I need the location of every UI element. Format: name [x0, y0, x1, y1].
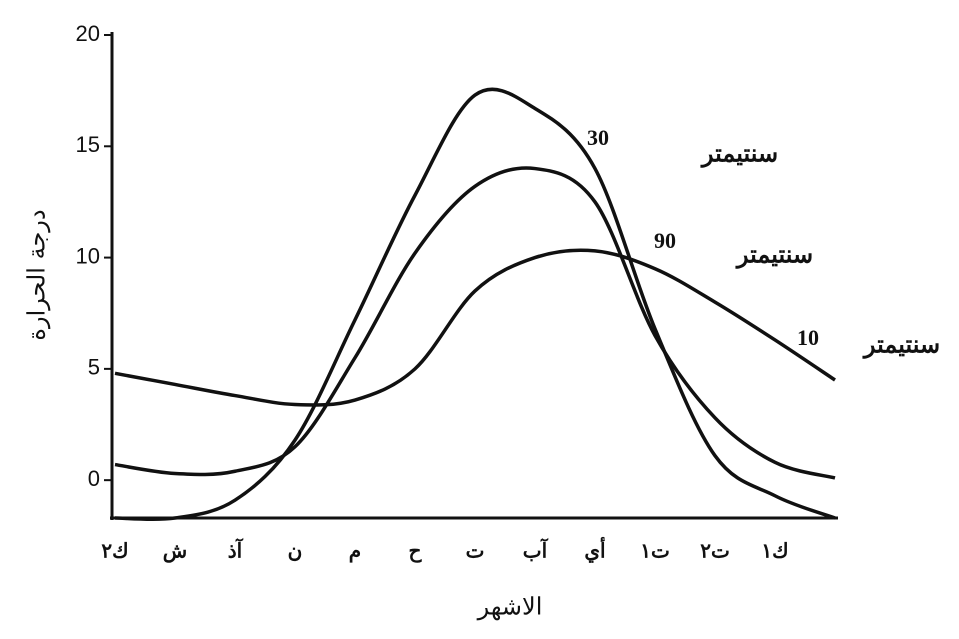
x-tick-label: ش [163, 539, 187, 564]
y-tick-label: 5 [88, 355, 100, 380]
y-axis-label: درجة الحرارة [23, 209, 51, 340]
x-tick-label: أي [584, 537, 605, 564]
y-tick-label: 20 [76, 21, 100, 46]
series-line [114, 87, 836, 522]
series-label: 90 [654, 228, 676, 253]
series-unit: سنتيمتر [862, 330, 940, 360]
series-label: 10 [797, 325, 819, 350]
x-tick-label: آذ [228, 538, 244, 563]
y-tick-label: 10 [76, 243, 100, 268]
x-tick-label: ك١ [761, 539, 788, 563]
x-tick-label: ن [288, 539, 303, 563]
x-axis-label: الاشهر [477, 593, 543, 621]
x-tick-label: ح [409, 539, 423, 564]
x-tick-label: ت١ [640, 539, 670, 563]
x-tick-label: آب [523, 538, 549, 563]
x-tick-label: ت [466, 539, 485, 563]
series-label: 30 [587, 125, 609, 150]
x-tick-label: م [349, 539, 361, 564]
series-unit: سنتيمتر [700, 139, 778, 169]
y-tick-label: 15 [76, 132, 100, 157]
series-line [114, 248, 836, 407]
x-tick-label: ك٢ [101, 539, 128, 563]
x-tick-label: ت٢ [700, 539, 730, 563]
y-tick-label: 0 [88, 466, 100, 491]
series-unit: سنتيمتر [735, 240, 813, 270]
series-line [114, 166, 836, 480]
